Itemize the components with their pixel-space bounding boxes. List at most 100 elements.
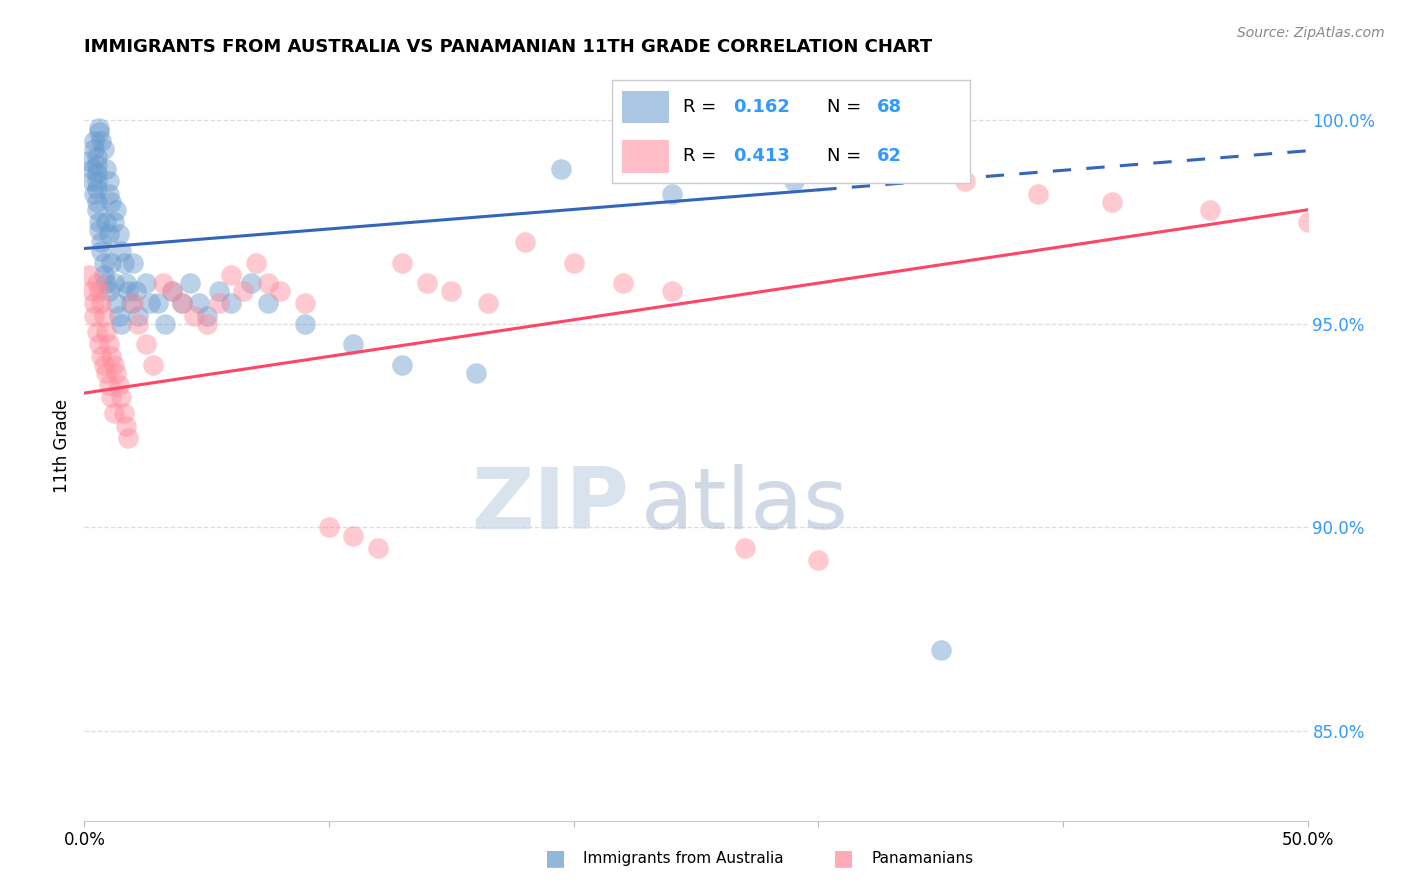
Point	[188, 296, 211, 310]
Point	[112, 406, 135, 420]
Point	[93, 358, 115, 372]
Point	[219, 296, 242, 310]
Point	[90, 350, 112, 364]
Point	[97, 186, 120, 201]
Point	[100, 350, 122, 364]
Point	[110, 244, 132, 258]
Point	[110, 317, 132, 331]
Point	[612, 276, 634, 290]
Point	[96, 325, 118, 339]
Point	[734, 541, 756, 555]
Point	[87, 285, 110, 299]
Point	[342, 337, 364, 351]
Point	[783, 174, 806, 188]
Point	[97, 337, 120, 351]
Point	[239, 276, 262, 290]
Point	[142, 358, 165, 372]
Point	[162, 285, 184, 299]
Point	[97, 174, 120, 188]
Text: 68: 68	[877, 98, 903, 116]
Point	[294, 317, 316, 331]
Point	[146, 296, 169, 310]
Point	[127, 309, 149, 323]
Point	[100, 256, 122, 270]
Point	[96, 215, 118, 229]
Point	[294, 296, 316, 310]
Point	[87, 215, 110, 229]
Point	[87, 125, 110, 139]
Point	[117, 285, 139, 299]
Text: 62: 62	[877, 147, 901, 165]
Point	[83, 309, 105, 323]
Text: R =: R =	[683, 147, 723, 165]
Point	[80, 162, 103, 177]
Point	[1198, 202, 1220, 217]
Text: ZIP: ZIP	[471, 465, 628, 548]
Point	[464, 366, 486, 380]
Point	[245, 256, 267, 270]
Point	[929, 642, 952, 657]
Point	[1101, 194, 1123, 209]
Point	[172, 296, 194, 310]
Point	[661, 186, 683, 201]
Point	[96, 366, 118, 380]
Point	[953, 174, 976, 188]
Point	[107, 378, 129, 392]
Point	[105, 296, 128, 310]
Point	[97, 378, 120, 392]
Point	[125, 285, 148, 299]
Point	[110, 390, 132, 404]
Point	[86, 174, 108, 188]
Point	[880, 162, 903, 177]
Point	[550, 162, 572, 177]
Point	[162, 285, 184, 299]
Text: ■: ■	[834, 848, 853, 868]
Point	[195, 309, 218, 323]
Point	[90, 296, 112, 310]
Point	[83, 142, 105, 156]
Point	[153, 317, 176, 331]
Point	[93, 256, 115, 270]
Text: Panamanians: Panamanians	[872, 851, 974, 865]
Point	[120, 296, 142, 310]
Text: 0.413: 0.413	[734, 147, 790, 165]
Point	[87, 223, 110, 237]
Point	[96, 162, 118, 177]
Point	[103, 276, 125, 290]
Point	[107, 309, 129, 323]
Text: N =: N =	[827, 98, 866, 116]
Point	[97, 285, 120, 299]
Point	[83, 296, 105, 310]
Point	[367, 541, 389, 555]
Point	[232, 285, 254, 299]
Point	[807, 553, 830, 567]
Text: IMMIGRANTS FROM AUSTRALIA VS PANAMANIAN 11TH GRADE CORRELATION CHART: IMMIGRANTS FROM AUSTRALIA VS PANAMANIAN …	[84, 38, 932, 56]
Point	[86, 194, 108, 209]
Point	[86, 276, 108, 290]
Point	[195, 317, 218, 331]
Point	[127, 317, 149, 331]
Point	[103, 358, 125, 372]
Point	[139, 296, 162, 310]
Point	[100, 390, 122, 404]
Point	[105, 366, 128, 380]
Point	[117, 431, 139, 445]
Point	[86, 182, 108, 196]
Point	[1296, 215, 1319, 229]
Point	[183, 309, 205, 323]
Point	[440, 285, 463, 299]
FancyBboxPatch shape	[623, 140, 669, 173]
Point	[87, 337, 110, 351]
Point	[105, 202, 128, 217]
Point	[1028, 186, 1050, 201]
Point	[112, 256, 135, 270]
Text: Immigrants from Australia: Immigrants from Australia	[583, 851, 785, 865]
Point	[269, 285, 291, 299]
Point	[90, 244, 112, 258]
Point	[115, 276, 138, 290]
Point	[107, 227, 129, 242]
Point	[80, 285, 103, 299]
Point	[86, 150, 108, 164]
Point	[86, 325, 108, 339]
Point	[513, 235, 536, 250]
